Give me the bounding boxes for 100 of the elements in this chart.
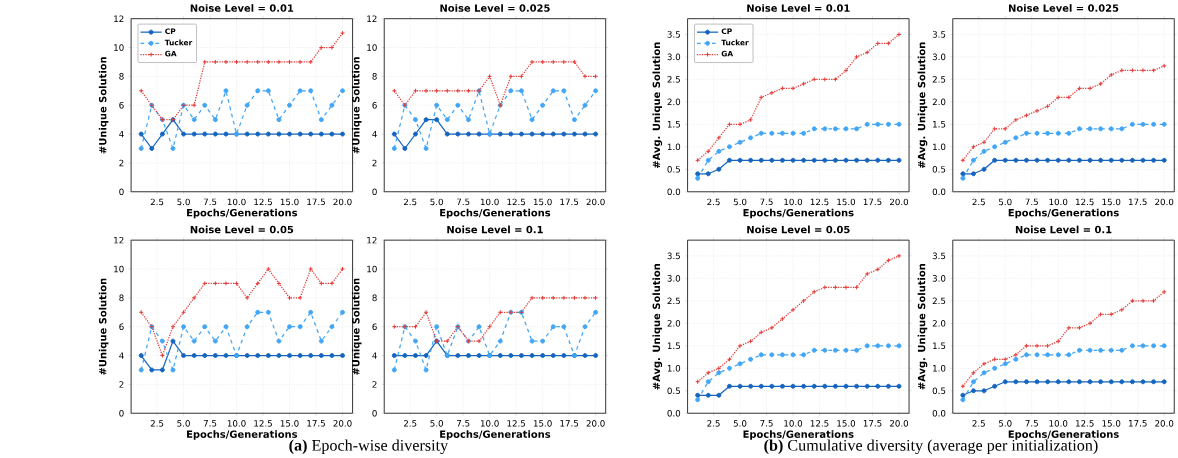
x-tick-label: 2.5 [972,198,985,206]
y-tick-label: 0.0 [932,409,946,417]
x-tick-label: 12.5 [254,198,272,206]
x-tick-label: 5.0 [430,420,443,427]
y-tick-label: 4 [119,352,124,359]
y-tick-label: 3.5 [667,31,680,38]
chart-title: Noise Level = 0.025 [440,4,550,12]
x-tick-label: 7.5 [760,198,773,205]
text: (b) Cumulative diversity (average per initialization) [764,439,1098,454]
y-tick-label: 0.5 [932,165,946,173]
x-tick-label: 20.0 [889,420,909,427]
x-axis-title: Epochs/Generations [743,430,854,440]
x-tick-label: 12.5 [1076,198,1094,206]
text: (a) Epoch-wise diversity [289,439,449,454]
x-tick-label: 17.5 [307,198,325,205]
y-tick-label: 8 [119,73,124,80]
x-tick-label: 10.0 [480,420,499,427]
x-tick-label: 2.5 [707,420,720,427]
x-axis-title: Epochs/Generations [187,430,298,440]
y-axis-title: #Avg. Unique Solution [917,42,928,168]
x-tick-label: 12.5 [810,198,829,206]
y-tick-label: 10 [114,265,124,273]
x-tick-label: 20.0 [333,198,352,206]
x-tick-label: 10.0 [227,420,246,427]
y-tick-label: 2.5 [667,297,680,305]
y-axis-title: #Unique Solution [98,278,109,375]
y-tick-label: 0 [372,409,377,417]
y-axis-title: #Unique Solution [351,57,362,154]
y-axis-title: #Avg. Unique Solution [652,263,663,390]
y-tick-label: 1.5 [933,121,946,128]
y-tick-label: 12 [114,236,124,244]
chart-title: Noise Level = 0.1 [1015,225,1112,234]
y-tick-label: 0.0 [667,188,681,195]
y-tick-label: 1.5 [933,342,946,349]
y-tick-label: 12 [367,236,377,244]
y-tick-label: 6 [372,323,377,330]
x-tick-label: 5.0 [999,420,1012,427]
x-tick-label: 20.0 [889,198,909,206]
y-tick-label: 4 [372,352,377,359]
y-tick-label: 0.5 [932,387,946,394]
x-tick-label: 12.5 [507,420,526,427]
y-tick-label: 4 [372,130,377,138]
y-tick-label: 1.0 [667,143,681,150]
x-tick-label: 12.5 [810,420,829,427]
x-tick-label: 7.5 [760,420,773,427]
y-tick-label: 0.5 [667,387,680,394]
x-tick-label: 7.5 [203,420,217,427]
y-tick-label: 2.0 [932,319,946,327]
y-tick-label: 6 [119,323,124,330]
y-tick-label: 2.0 [932,98,946,106]
x-tick-label: 7.5 [203,198,217,205]
chart-title: Noise Level = 0.01 [190,4,294,12]
x-tick-label: 5.0 [430,198,443,206]
y-tick-label: 2 [119,159,124,167]
chart-title: Noise Level = 0.1 [447,225,543,234]
x-tick-label: 7.5 [456,420,470,427]
y-tick-label: 2 [372,381,377,388]
y-tick-label: 2.0 [667,319,681,327]
y-tick-label: 6 [372,101,377,109]
x-tick-label: 12.5 [254,420,272,427]
x-tick-label: 15.0 [1102,420,1121,427]
x-tick-label: 17.5 [307,420,325,427]
x-tick-label: 20.0 [1155,420,1174,427]
x-tick-label: 2.5 [707,198,720,206]
y-tick-label: 1.5 [667,342,680,349]
chart-title: Noise Level = 0.025 [1008,4,1119,12]
x-tick-label: 7.5 [456,198,470,205]
y-axis-title: #Unique Solution [98,57,109,154]
x-tick-label: 10.0 [227,198,246,206]
y-tick-label: 0.0 [667,409,681,417]
x-tick-label: 20.0 [586,420,605,427]
y-tick-label: 3.0 [932,274,946,282]
y-axis-title: #Avg. Unique Solution [652,42,663,168]
x-tick-label: 17.5 [863,198,882,205]
y-tick-label: 3.0 [667,53,681,61]
x-tick-label: 10.0 [480,198,499,206]
x-tick-label: 12.5 [1076,420,1094,427]
y-tick-label: 1.5 [667,121,680,128]
x-axis-title: Epochs/Generations [440,430,551,440]
x-tick-label: 20.0 [333,420,352,427]
y-tick-label: 3.5 [932,31,946,38]
y-tick-label: 3.0 [932,53,946,61]
x-tick-label: 17.5 [560,420,579,427]
x-tick-label: 12.5 [507,198,526,206]
y-tick-label: 1.0 [667,364,681,372]
x-tick-label: 10.0 [784,198,803,206]
y-tick-label: 2 [372,159,377,167]
x-tick-label: 2.5 [403,198,417,206]
x-tick-label: 10.0 [1049,198,1068,206]
y-tick-label: 2 [119,381,124,388]
y-tick-label: 8 [372,294,377,302]
x-tick-label: 17.5 [1128,420,1147,427]
y-tick-label: 0.0 [932,188,946,195]
x-axis-title: Epochs/Generations [440,208,551,219]
x-tick-label: 10.0 [1049,420,1068,427]
y-tick-label: 3.5 [932,252,946,260]
y-tick-label: 10 [367,265,377,273]
x-tick-label: 2.5 [972,420,985,427]
y-tick-label: 0.5 [667,165,680,173]
y-axis-title: #Unique Solution [351,278,362,375]
